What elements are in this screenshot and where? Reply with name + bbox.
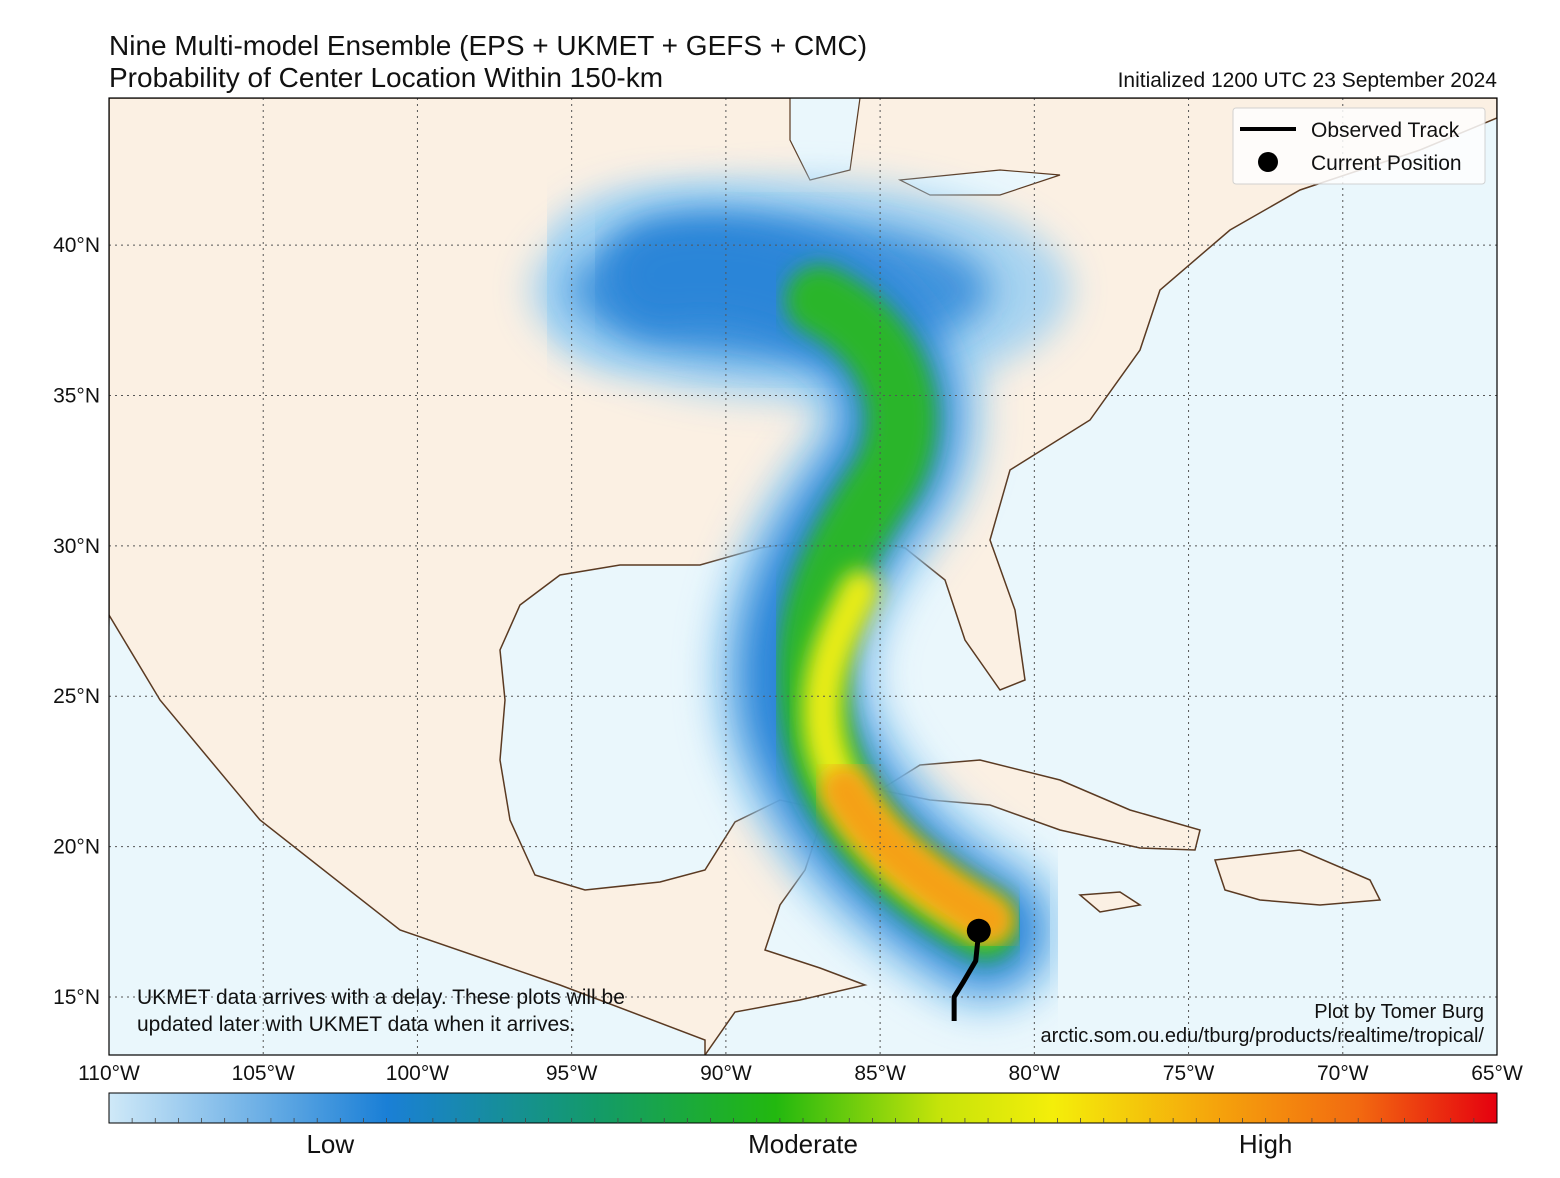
y-tick-label: 40°N [53,234,100,257]
legend-position-symbol [1258,152,1278,172]
x-tick-label: 90°W [700,1062,752,1085]
observed-track [951,930,982,1022]
init-time: Initialized 1200 UTC 23 September 2024 [1118,69,1498,92]
legend-label: Observed Track [1311,119,1460,142]
x-tick-label: 65°W [1471,1062,1523,1085]
legend: Observed Track Current Position [1232,107,1486,185]
hispaniola [1213,849,1382,906]
colorbar-label: Moderate [748,1129,858,1159]
x-tick-label: 70°W [1317,1062,1369,1085]
colorbar-label: Low [306,1129,354,1159]
x-tick-label: 75°W [1163,1062,1215,1085]
credit: Plot by Tomer Burg [1314,1001,1484,1023]
x-tick-label: 100°W [386,1062,449,1085]
map-area: Observed Track Current Position UKMET da… [109,98,1497,1055]
colorbar-label: High [1239,1129,1292,1159]
subtitle: Probability of Center Location Within 15… [109,62,663,93]
y-tick-label: 15°N [53,986,100,1009]
note: updated later with UKMET data when it ar… [137,1013,576,1036]
y-tick-label: 25°N [53,685,100,708]
pacific [109,613,706,1055]
y-tick-label: 20°N [53,836,100,859]
url: arctic.som.ou.edu/tburg/products/realtim… [1040,1025,1484,1047]
x-tick-label: 85°W [854,1062,906,1085]
land [109,98,1497,1055]
probability-swath [530,180,1070,1015]
x-tick-label: 105°W [232,1062,295,1085]
map-frame [108,97,1498,1056]
note: UKMET data arrives with a delay. These p… [137,986,625,1009]
x-tick-label: 80°W [1009,1062,1061,1085]
jamaica [1078,891,1143,913]
colorbar-labels: Low Moderate High [306,1129,1292,1159]
tick-labels: 110°W 105°W 100°W 95°W 90°W 85°W 80°W 75°W 70°W 6… [53,234,1523,1085]
y-tick-label: 30°N [53,535,100,558]
x-tick-label: 95°W [546,1062,598,1085]
track-layer [951,918,991,1022]
current-position [966,918,991,943]
legend-label: Current Position [1311,152,1462,175]
title: Nine Multi-model Ensemble (EPS + UKMET +… [109,30,867,61]
x-tick-label: 110°W [78,1062,140,1085]
y-tick-label: 35°N [53,384,100,407]
cuba [878,759,1201,851]
